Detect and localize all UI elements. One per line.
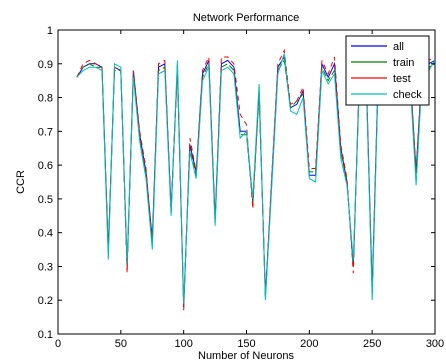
x-tick-label: 250 <box>363 338 381 350</box>
x-tick-label: 0 <box>55 338 61 350</box>
x-tick-label: 50 <box>115 338 127 350</box>
series-line-check <box>76 53 435 304</box>
legend-label-all: all <box>393 41 404 53</box>
legend-label-test: test <box>393 73 411 85</box>
y-tick-label: 1 <box>47 25 53 37</box>
y-tick-label: 0.9 <box>38 59 53 71</box>
x-tick-label: 200 <box>300 338 318 350</box>
chart-title: Network Performance <box>193 12 299 24</box>
legend: all train test check <box>345 35 430 106</box>
legend-label-check: check <box>393 89 422 101</box>
x-axis-label: Number of Neurons <box>198 350 294 362</box>
x-tick-label: 100 <box>174 338 192 350</box>
y-tick-label: 0.2 <box>38 295 53 307</box>
y-tick-label: 0.5 <box>38 194 53 206</box>
y-tick-label: 0.6 <box>38 160 53 172</box>
legend-label-train: train <box>393 57 414 69</box>
y-tick-label: 0.1 <box>38 329 53 341</box>
y-tick-label: 0.3 <box>38 261 53 273</box>
y-tick-label: 0.4 <box>38 228 53 240</box>
x-tick-label: 300 <box>426 338 444 350</box>
y-tick-label: 0.7 <box>38 126 53 138</box>
x-tick-label: 150 <box>237 338 255 350</box>
y-axis-label: CCR <box>15 170 27 194</box>
y-tick-label: 0.8 <box>38 93 53 105</box>
